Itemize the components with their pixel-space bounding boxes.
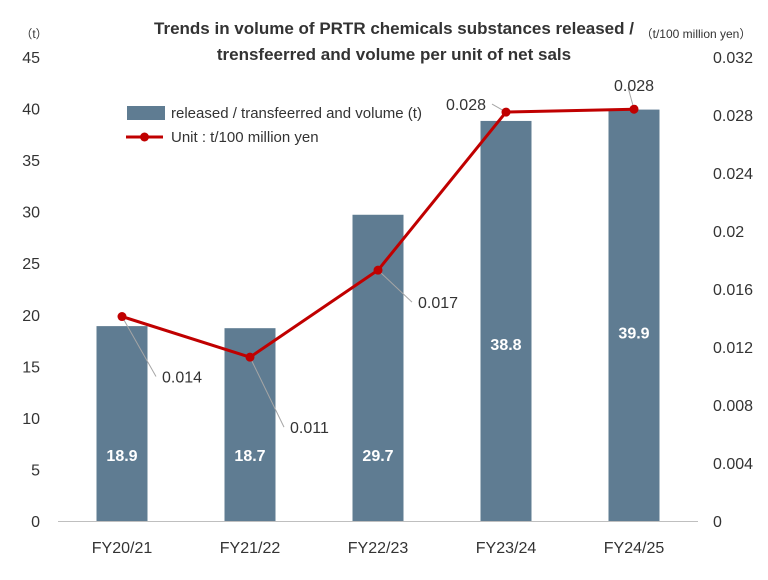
right-tick-label: 0.016	[713, 282, 753, 299]
line-label-leader	[377, 269, 413, 303]
x-axis-labels: FY20/21 FY21/22 FY22/23 FY23/24 FY24/25	[92, 540, 665, 557]
right-axis-ticks: 0 0.004 0.008 0.012 0.016 0.02 0.024 0.028 0.032	[713, 50, 753, 531]
bar-value-label: 18.7	[234, 448, 265, 465]
left-tick-label: 20	[22, 308, 40, 325]
x-tick-label: FY21/22	[220, 540, 281, 557]
legend-bar-label: released / transfeerred and volume (t)	[171, 105, 422, 122]
chart-title: Trends in volume of PRTR chemicals subst…	[154, 19, 634, 64]
right-axis-unit: （t/100 million yen）	[641, 27, 752, 41]
x-tick-label: FY20/21	[92, 540, 153, 557]
line-value-label: 0.028	[446, 97, 486, 114]
bar	[608, 109, 660, 521]
legend-line-label: Unit : t/100 million yen	[171, 129, 319, 146]
right-tick-label: 0.004	[713, 456, 753, 473]
line-value-label: 0.017	[418, 295, 458, 312]
line-marker	[629, 104, 639, 114]
line-marker	[373, 265, 383, 275]
left-tick-label: 5	[31, 462, 40, 479]
x-tick-label: FY23/24	[476, 540, 537, 557]
bar-value-label: 38.8	[490, 337, 521, 354]
bar-series: 18.9 18.7 29.7 38.8 39.9	[96, 109, 660, 521]
right-tick-label: 0	[713, 514, 722, 531]
left-axis-ticks: 0 5 10 15 20 25 30 35 40 45	[22, 50, 40, 531]
line-marker	[501, 107, 511, 117]
line-value-label: 0.011	[290, 420, 329, 437]
legend-line-marker	[140, 132, 149, 142]
left-tick-label: 30	[22, 205, 40, 222]
left-axis-unit: （t）	[20, 27, 47, 41]
right-tick-label: 0.008	[713, 398, 753, 415]
left-tick-label: 0	[31, 514, 40, 531]
line-label-leader	[249, 356, 285, 428]
left-tick-label: 45	[22, 50, 40, 67]
line-series: 0.014 0.011 0.017 0.028 0.028	[117, 78, 654, 437]
bar-value-label: 18.9	[106, 448, 137, 465]
left-tick-label: 25	[22, 256, 40, 273]
x-tick-label: FY22/23	[348, 540, 409, 557]
bar-value-label: 29.7	[362, 448, 393, 465]
right-tick-label: 0.02	[713, 224, 744, 241]
chart-title-line-1: Trends in volume of PRTR chemicals subst…	[154, 19, 634, 38]
chart-title-line-2: trensfeerred and volume per unit of net …	[217, 45, 571, 64]
bar	[480, 120, 532, 521]
bar	[96, 326, 148, 521]
right-tick-label: 0.032	[713, 50, 753, 67]
line-label-leader	[121, 316, 157, 377]
line-value-label: 0.014	[162, 370, 202, 387]
legend-bar-swatch	[127, 106, 165, 120]
left-tick-label: 10	[22, 411, 40, 428]
right-tick-label: 0.012	[713, 340, 753, 357]
left-tick-label: 40	[22, 102, 40, 119]
right-tick-label: 0.024	[713, 166, 753, 183]
line-value-label: 0.028	[614, 78, 654, 95]
right-tick-label: 0.028	[713, 108, 753, 125]
left-tick-label: 15	[22, 359, 40, 376]
left-tick-label: 35	[22, 153, 40, 170]
x-tick-label: FY24/25	[604, 540, 665, 557]
line-marker	[117, 312, 127, 322]
line-marker	[245, 352, 255, 362]
bar-value-label: 39.9	[618, 326, 649, 343]
legend: released / transfeerred and volume (t) U…	[126, 105, 422, 146]
bar	[352, 214, 404, 521]
